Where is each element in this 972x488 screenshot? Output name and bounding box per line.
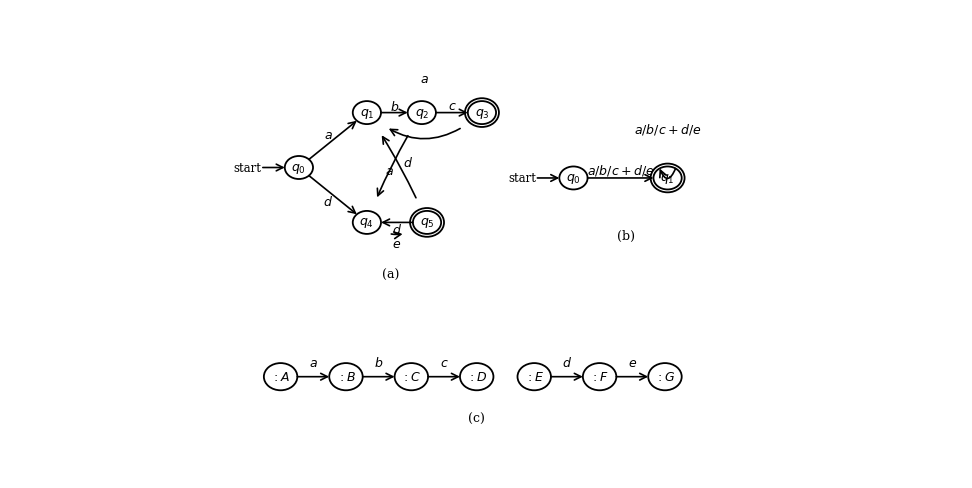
Text: $q_1$: $q_1$: [660, 172, 675, 185]
Text: start: start: [233, 162, 261, 175]
FancyArrowPatch shape: [660, 169, 676, 179]
Text: $:C$: $:C$: [401, 370, 421, 384]
Text: $:E$: $:E$: [525, 370, 543, 384]
Text: $:G$: $:G$: [655, 370, 675, 384]
Text: $q_2$: $q_2$: [414, 106, 429, 121]
Text: $:F$: $:F$: [590, 370, 608, 384]
Text: $q_3$: $q_3$: [474, 106, 489, 121]
Text: $:A$: $:A$: [271, 370, 290, 384]
Text: $c$: $c$: [439, 356, 448, 369]
Text: $c$: $c$: [447, 100, 456, 113]
Text: $a/b/c + d/e$: $a/b/c + d/e$: [587, 163, 654, 178]
Text: start: start: [508, 172, 536, 185]
Text: $d$: $d$: [324, 194, 333, 208]
Text: (b): (b): [617, 229, 635, 243]
Text: (a): (a): [382, 269, 399, 282]
Text: $d$: $d$: [403, 156, 413, 170]
Text: $q_0$: $q_0$: [566, 172, 581, 185]
Text: $a$: $a$: [385, 164, 394, 177]
Text: $a$: $a$: [324, 128, 332, 142]
Text: $:B$: $:B$: [336, 370, 356, 384]
Text: (c): (c): [469, 412, 485, 425]
Text: $e$: $e$: [393, 238, 401, 250]
FancyArrowPatch shape: [383, 138, 416, 199]
Text: $b$: $b$: [390, 100, 399, 114]
Text: $d$: $d$: [562, 355, 572, 369]
Text: $b$: $b$: [374, 355, 383, 369]
Text: $q_0$: $q_0$: [292, 161, 306, 175]
Text: $q_5$: $q_5$: [420, 216, 434, 230]
Text: $a$: $a$: [309, 356, 318, 369]
FancyArrowPatch shape: [391, 129, 460, 140]
Text: $a/b/c + d/e$: $a/b/c + d/e$: [634, 122, 702, 137]
FancyArrowPatch shape: [392, 232, 400, 239]
Text: $q_4$: $q_4$: [360, 216, 374, 230]
Text: $d$: $d$: [392, 223, 402, 237]
FancyArrowPatch shape: [377, 137, 408, 196]
Text: $q_1$: $q_1$: [360, 106, 374, 121]
Text: $e$: $e$: [628, 356, 637, 369]
Text: $a$: $a$: [420, 73, 429, 86]
Text: $:D$: $:D$: [467, 370, 487, 384]
